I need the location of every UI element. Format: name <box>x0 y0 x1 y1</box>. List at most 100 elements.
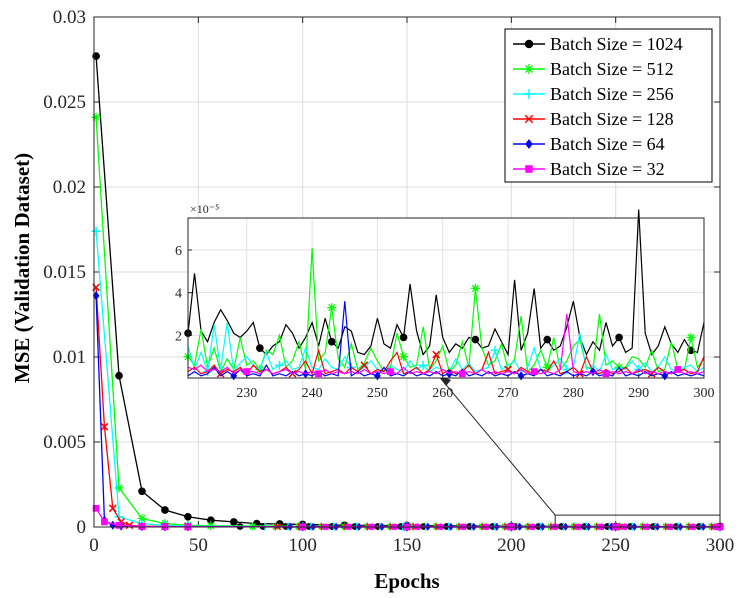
legend-entry: Batch Size = 128 <box>513 109 674 129</box>
x-tick-label: 50 <box>189 535 208 556</box>
inset-data-point <box>686 332 696 342</box>
legend-label: Batch Size = 32 <box>550 159 665 179</box>
y-tick-label: 0.02 <box>53 177 86 198</box>
inset-data-point <box>674 366 682 373</box>
inset-x-tick-label: 300 <box>694 386 715 401</box>
inset-y-tick-label: 6 <box>175 244 182 259</box>
data-point <box>115 521 123 529</box>
data-point <box>207 516 215 525</box>
inset-data-point <box>543 335 552 344</box>
inset-x-tick-label: 270 <box>498 386 519 401</box>
y-tick-label: 0 <box>77 517 87 538</box>
inset-x-tick-label: 230 <box>236 386 257 401</box>
data-point <box>108 504 117 513</box>
data-point <box>137 514 147 523</box>
inset-data-point <box>315 370 323 378</box>
y-tick-label: 0.005 <box>43 432 86 453</box>
inset-x-tick-label: 290 <box>628 386 649 401</box>
y-tick-label: 0.025 <box>43 92 86 113</box>
x-tick-label: 0 <box>89 535 99 556</box>
legend-label: Batch Size = 1024 <box>550 34 683 54</box>
inset-series-line <box>187 313 705 375</box>
inset-series-5 <box>187 313 705 378</box>
inset-data-point <box>458 370 466 378</box>
inset-series-line <box>187 301 705 377</box>
inset-data-point <box>542 362 552 372</box>
inset-data-point <box>602 370 610 378</box>
data-point <box>92 52 100 60</box>
y-tick-label: 0.03 <box>53 7 86 28</box>
inset-data-point <box>530 368 538 375</box>
data-point <box>138 523 146 530</box>
legend-label: Batch Size = 512 <box>550 59 674 79</box>
inset-data-point <box>327 337 336 346</box>
inset-data-point <box>647 369 656 378</box>
inset-data-point <box>256 344 264 352</box>
inset-data-point <box>471 335 480 344</box>
zoom-box <box>554 514 721 528</box>
inset-data-point <box>387 368 394 375</box>
zoom-arrow-line <box>436 373 556 516</box>
data-point <box>91 226 101 236</box>
legend-entry: Batch Size = 256 <box>513 84 674 104</box>
legend: Batch Size = 1024 Batch Size = 512 Batch S… <box>504 28 713 183</box>
inset-data-point <box>490 345 500 355</box>
data-point <box>115 371 123 380</box>
legend-entry: Batch Size = 512 <box>513 59 674 79</box>
inset-data-point <box>274 360 284 370</box>
inset-exponent-label: ×10⁻⁵ <box>190 202 219 216</box>
data-point <box>109 520 117 530</box>
y-tick-label: 0.015 <box>43 262 86 283</box>
inset-x-tick-label: 240 <box>302 386 323 401</box>
x-tick-label: 100 <box>288 535 317 556</box>
y-axis-label: MSE (Validation Dataset) <box>10 153 34 383</box>
data-point <box>184 512 192 521</box>
inset-data-point <box>399 333 408 342</box>
data-point <box>161 506 169 514</box>
x-tick-label: 250 <box>601 535 630 556</box>
legend-box <box>504 28 713 183</box>
inset-x-tick-label: 260 <box>432 386 453 401</box>
inset-data-point <box>327 303 337 313</box>
inset-data-point <box>360 361 369 370</box>
data-point <box>114 483 124 493</box>
legend-label: Batch Size = 64 <box>550 134 665 154</box>
legend-marker <box>524 39 534 49</box>
inset-data-point <box>615 333 623 342</box>
legend-label: Batch Size = 256 <box>550 84 674 104</box>
inset-series-2 <box>187 322 705 377</box>
data-point <box>91 112 101 122</box>
inset-x-tick-label: 280 <box>563 386 584 401</box>
inset-frame <box>187 217 705 379</box>
legend-marker <box>525 139 533 149</box>
x-tick-label: 200 <box>497 535 526 556</box>
legend-entry: Batch Size = 64 <box>513 134 665 154</box>
legend-marker <box>524 114 534 124</box>
inset-data-point <box>470 283 480 293</box>
inset-data-point <box>418 360 428 370</box>
data-point <box>138 487 146 496</box>
legend-label: Batch Size = 128 <box>550 109 674 129</box>
legend-marker <box>524 64 534 74</box>
inset-x-tick-label: 250 <box>367 386 388 401</box>
data-point <box>229 518 238 526</box>
inset-plot: 230 240 250 260 270 280 290 300 2 4 6 ×10⁻⁵ <box>175 202 715 401</box>
legend-entry: Batch Size = 32 <box>513 159 665 179</box>
inset-y-tick-label: 4 <box>175 287 182 302</box>
inset-series-line <box>187 322 705 374</box>
data-point <box>100 422 109 431</box>
plot-frame <box>93 16 721 528</box>
legend-marker <box>524 89 534 99</box>
inset-data-point <box>589 367 597 377</box>
x-axis-label: Epochs <box>374 569 439 593</box>
legend-marker <box>525 165 533 173</box>
x-tick-label: 300 <box>706 535 735 556</box>
inset-series-0 <box>184 209 705 357</box>
inset-data-point <box>432 350 441 359</box>
data-point <box>92 504 100 512</box>
main-plot: 0 50 100 150 200 250 300 0 0.005 0.01 0.015 0.02 0.0… <box>43 7 734 556</box>
y-tick-label: 0.01 <box>53 347 86 368</box>
data-point <box>101 518 108 526</box>
legend-entry: Batch Size = 1024 <box>513 34 683 54</box>
